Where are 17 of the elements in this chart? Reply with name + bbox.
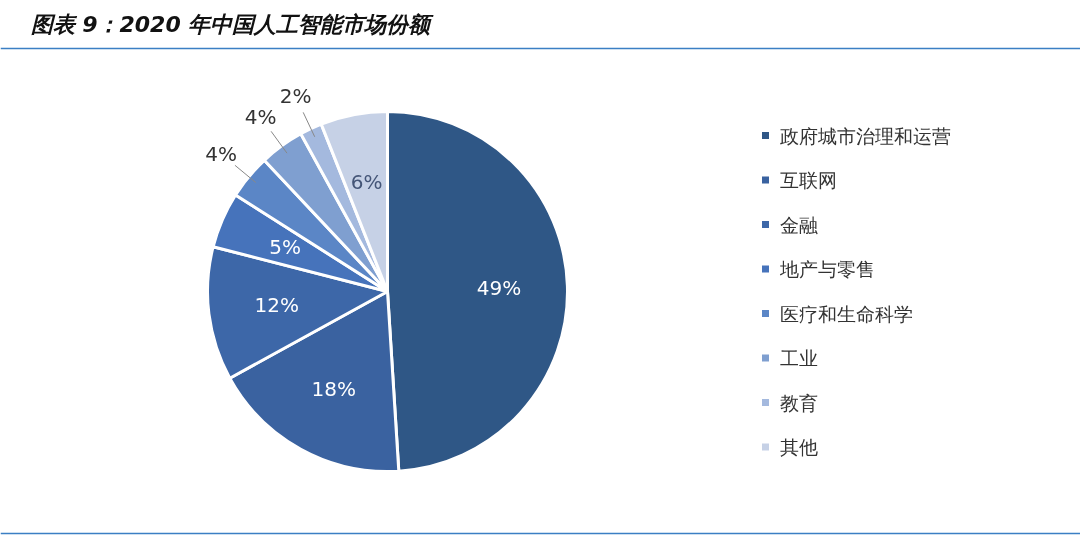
- data-label: 18%: [311, 377, 356, 402]
- data-label: 5%: [269, 235, 301, 260]
- data-label: 12%: [254, 293, 300, 318]
- legend-label: 金融: [779, 213, 818, 236]
- data-label: 2%: [279, 84, 312, 109]
- legend-label: 地产与零售: [778, 258, 875, 280]
- legend-label: 工业: [779, 347, 818, 369]
- legend-label: 其他: [779, 436, 818, 458]
- legend-label: 互联网: [779, 169, 837, 191]
- legend-label: 教育: [779, 391, 818, 414]
- data-label: 4%: [205, 141, 237, 166]
- legend-label: 政府城市治理和运营: [779, 124, 951, 147]
- data-label: 6%: [350, 169, 383, 194]
- data-label: 49%: [476, 275, 522, 300]
- data-label: 4%: [244, 104, 277, 129]
- legend-label: 医疗和生命科学: [779, 302, 913, 325]
- chart-title: 图表 9：2020 年中国人工智能市场份额: [30, 12, 435, 37]
